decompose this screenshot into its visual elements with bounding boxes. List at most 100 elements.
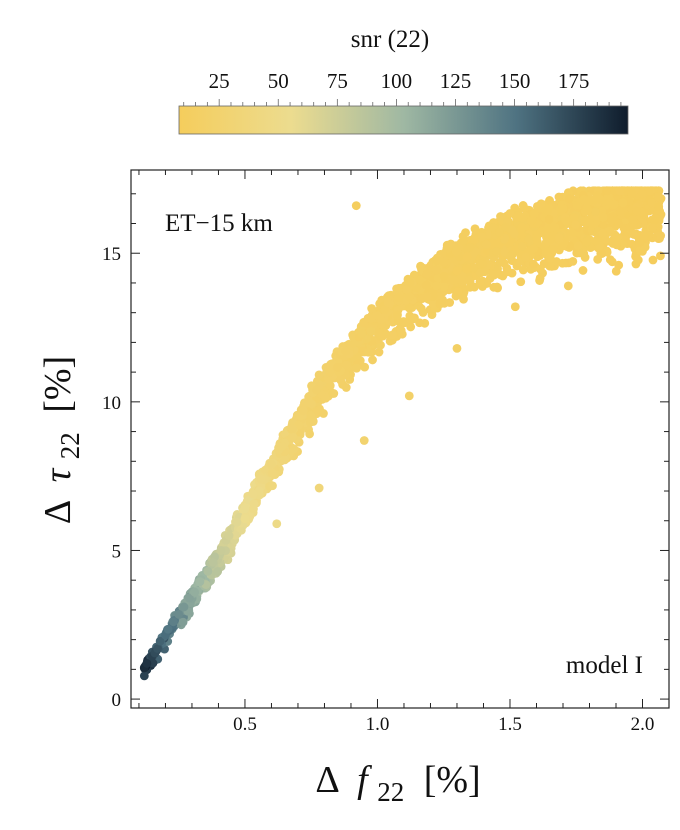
x-axis-label-sub: 22: [377, 777, 404, 807]
data-point: [543, 205, 552, 215]
data-point: [287, 432, 297, 442]
data-point: [593, 254, 603, 264]
data-point: [580, 216, 590, 226]
data-point: [618, 198, 628, 208]
x-tick-label: 1.0: [366, 714, 390, 735]
data-point: [548, 244, 558, 254]
data-point: [364, 347, 373, 357]
data-point: [248, 489, 258, 499]
data-point: [363, 313, 373, 323]
data-point: [366, 326, 376, 336]
data-point: [615, 207, 625, 217]
data-point: [628, 215, 638, 225]
scatter-points: [139, 186, 666, 681]
data-point: [532, 232, 542, 242]
data-point: [383, 297, 393, 307]
data-point: [452, 343, 462, 353]
data-point: [590, 207, 600, 217]
data-point: [607, 216, 617, 225]
data-point: [635, 238, 645, 248]
data-point: [526, 216, 536, 225]
data-point: [475, 259, 485, 269]
y-tick-label: 15: [102, 244, 121, 265]
data-point: [611, 239, 621, 249]
data-point: [564, 194, 574, 204]
data-point: [267, 468, 277, 478]
y-tick-label: 5: [112, 541, 122, 562]
data-point: [469, 263, 478, 273]
y-axis-ticks: 0 5 10 15: [102, 193, 669, 711]
data-point: [637, 189, 647, 199]
x-tick-label: 1.5: [498, 714, 522, 735]
data-point: [184, 593, 194, 603]
data-point: [163, 624, 173, 634]
data-point: [415, 275, 425, 285]
data-point: [532, 202, 542, 211]
colorbar: snr (22) 25 50 75 100 125 150 175: [178, 26, 629, 135]
colorbar-tick-label: 175: [558, 69, 590, 93]
data-point: [509, 229, 519, 239]
data-point: [464, 275, 474, 285]
data-point: [524, 234, 534, 244]
x-tick-label: 0.5: [233, 714, 257, 735]
data-point: [404, 303, 414, 313]
data-point: [452, 266, 462, 276]
data-point: [312, 385, 321, 395]
data-point: [453, 286, 463, 296]
data-point: [458, 236, 468, 246]
data-point: [305, 429, 314, 439]
x-axis-label-unit: [%]: [424, 759, 481, 801]
data-point: [446, 239, 456, 249]
data-point: [394, 293, 404, 303]
data-point: [516, 229, 526, 239]
data-point: [195, 577, 205, 587]
y-axis-label: Δ τ 22 [%]: [37, 356, 88, 524]
data-point: [462, 252, 472, 262]
data-point: [496, 212, 505, 221]
data-point: [179, 602, 189, 612]
data-point: [572, 200, 582, 210]
data-point: [280, 455, 290, 465]
data-point: [352, 363, 361, 373]
data-point: [517, 241, 527, 251]
colorbar-label: snr (22): [351, 26, 429, 53]
data-point: [583, 205, 592, 215]
data-point: [627, 189, 637, 199]
data-point: [439, 257, 449, 267]
data-point: [465, 282, 475, 292]
data-point: [153, 644, 162, 653]
y-tick-label: 10: [102, 393, 121, 414]
data-point: [432, 265, 441, 275]
data-point: [232, 517, 242, 527]
data-point: [535, 264, 545, 274]
y-tick-label: 0: [112, 690, 122, 711]
data-point: [569, 213, 579, 223]
data-point: [591, 236, 601, 246]
data-point: [656, 231, 666, 241]
data-point: [394, 283, 404, 293]
data-point: [517, 222, 527, 232]
data-point: [341, 360, 351, 370]
data-point: [216, 546, 226, 555]
y-axis-label-delta: Δ: [37, 500, 79, 524]
data-point: [505, 209, 515, 218]
data-point: [298, 406, 308, 416]
colorbar-tick-label: 150: [499, 69, 531, 93]
data-point: [289, 444, 299, 454]
data-point: [518, 201, 528, 210]
data-point: [582, 237, 591, 247]
data-point: [208, 557, 218, 567]
data-point: [516, 277, 526, 287]
data-point: [654, 202, 664, 211]
data-point: [495, 257, 505, 267]
data-point: [489, 270, 499, 280]
colorbar-tick-labels: 25 50 75 100 125 150 175: [209, 69, 590, 93]
data-point: [528, 244, 538, 254]
data-point: [614, 219, 623, 229]
data-point: [422, 292, 432, 302]
data-point: [647, 198, 656, 208]
y-axis-label-unit: [%]: [37, 356, 79, 413]
data-point: [325, 367, 335, 377]
data-point: [568, 256, 578, 266]
